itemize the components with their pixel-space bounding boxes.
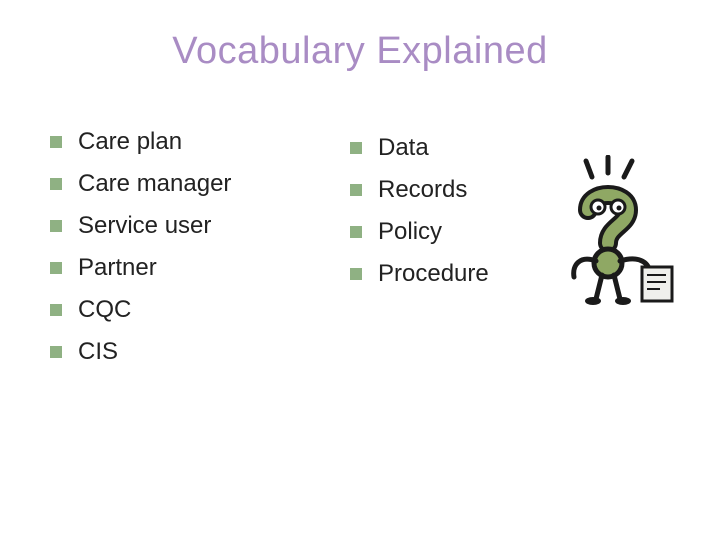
bullet-icon bbox=[50, 262, 62, 274]
list-item: Service user bbox=[50, 212, 310, 240]
list-item: Procedure bbox=[350, 260, 550, 288]
item-label: Procedure bbox=[378, 260, 489, 288]
list-item: Records bbox=[350, 176, 550, 204]
bullet-icon bbox=[350, 226, 362, 238]
item-label: Care manager bbox=[78, 170, 231, 198]
item-label: Service user bbox=[78, 212, 211, 240]
item-label: Data bbox=[378, 134, 429, 162]
bullet-icon bbox=[50, 346, 62, 358]
bullet-icon bbox=[350, 184, 362, 196]
bullet-icon bbox=[350, 142, 362, 154]
list-item: Care manager bbox=[50, 170, 310, 198]
list-item: Partner bbox=[50, 254, 310, 282]
item-label: CQC bbox=[78, 296, 131, 324]
bullet-icon bbox=[50, 136, 62, 148]
list-item: Policy bbox=[350, 218, 550, 246]
slide: Vocabulary Explained Care plan Care mana… bbox=[0, 0, 720, 540]
item-label: Records bbox=[378, 176, 467, 204]
list-item: Care plan bbox=[50, 128, 310, 156]
bullet-icon bbox=[50, 304, 62, 316]
item-label: Partner bbox=[78, 254, 157, 282]
bullet-icon bbox=[50, 220, 62, 232]
left-column: Care plan Care manager Service user Part… bbox=[50, 128, 310, 380]
bullet-icon bbox=[350, 268, 362, 280]
list-item: CQC bbox=[50, 296, 310, 324]
right-column: Data Records Policy Procedure bbox=[350, 134, 550, 380]
bullet-icon bbox=[50, 178, 62, 190]
question-mark-character-icon bbox=[550, 155, 680, 305]
item-label: Care plan bbox=[78, 128, 182, 156]
slide-title: Vocabulary Explained bbox=[50, 30, 670, 73]
list-item: Data bbox=[350, 134, 550, 162]
list-item: CIS bbox=[50, 338, 310, 366]
item-label: Policy bbox=[378, 218, 442, 246]
item-label: CIS bbox=[78, 338, 118, 366]
